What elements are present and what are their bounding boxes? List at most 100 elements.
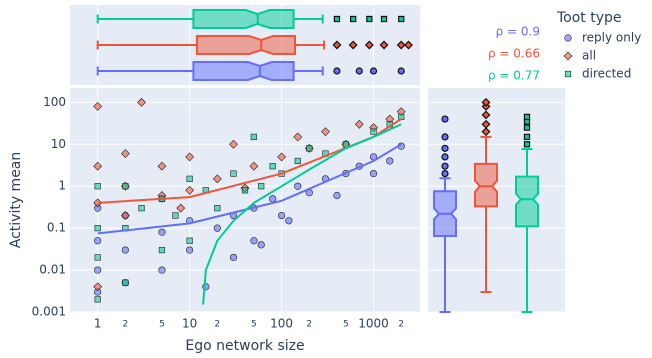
box-outlier [379,40,389,50]
box-outlier [523,113,531,121]
x-tick-label: 100 [270,317,293,331]
trend-line [97,143,402,235]
data-point [186,237,193,244]
data-point [94,296,101,303]
box-outlier [441,162,449,170]
data-point [157,161,167,171]
box-outlier [441,133,449,141]
legend-symbol [563,51,573,61]
box-outlier [369,67,378,75]
box-outlier [441,144,449,152]
data-point [321,127,330,137]
legend-title: Toot type [556,10,622,26]
data-point [122,279,129,286]
data-point [241,187,249,194]
data-point [158,246,166,254]
data-point [172,212,179,219]
data-point [294,182,302,190]
annotation: ρ = 0.77 [488,69,540,83]
data-point [138,205,145,212]
data-point [306,145,313,152]
legend-label: reply only [582,31,641,45]
data-point [94,183,101,190]
legend-symbol [564,34,572,42]
data-point [293,132,303,142]
data-point [94,266,102,274]
box-outlier [396,40,406,50]
y-tick-label: 0.01 [39,263,66,277]
data-point [214,205,221,212]
legend-label: all [582,49,596,63]
y-tick-label: 0.1 [47,221,66,235]
y-tick-label: 0.001 [32,305,66,319]
x-tick-label: 10 [182,317,197,331]
data-point [93,282,103,292]
data-point [229,253,238,262]
data-point [249,161,259,171]
data-point [269,195,277,203]
data-point [120,149,130,159]
legend-label: directed [582,67,631,81]
data-point [94,225,101,232]
x-tick-label: 5 [159,320,165,330]
data-point [398,113,405,121]
data-point [258,183,265,190]
trend-line [97,118,402,204]
data-point [229,139,238,149]
x-tick-label: 5 [251,320,257,330]
box-outlier [441,169,449,178]
data-point [93,101,103,111]
x-tick-label: 2 [214,320,220,330]
x-tick-label: 5 [343,320,349,330]
trend-line [202,123,402,305]
data-point [250,133,258,141]
data-point [186,246,194,254]
box-outlier [349,15,357,23]
data-point [176,203,186,213]
box-outlier [398,15,405,23]
data-point [94,254,101,261]
data-point [294,157,301,165]
y-tick-label: 10 [51,137,66,151]
x-axis-title: Ego network size [185,338,304,354]
box-outlier [523,133,531,141]
data-point [277,211,286,220]
data-point [137,97,146,107]
y-tick-label: 1 [58,179,66,193]
data-point [386,157,394,165]
data-point [94,237,102,245]
data-point [122,183,129,190]
data-point [269,163,276,170]
box-outlier [333,15,341,23]
box-outlier [441,153,449,161]
box-outlier [332,40,342,50]
box [515,175,539,228]
box-outlier [481,119,491,129]
box-outlier [481,127,491,137]
x-tick-label: 2 [306,320,312,330]
box-outlier [481,110,491,120]
data-point [158,266,166,274]
box-outlier [523,141,531,148]
box-outlier [404,40,413,50]
box-outlier [364,40,374,50]
data-point [354,119,364,129]
data-point [120,211,130,220]
data-point [212,174,222,184]
box-outlier [355,67,363,75]
box [192,9,295,29]
box-outlier [441,115,449,123]
x-tick-label: 1000 [358,317,389,331]
box-outlier [366,15,373,23]
data-point [121,246,129,254]
data-point [333,191,341,200]
data-point [250,237,258,245]
data-point [285,217,293,225]
x-tick-label: 2 [398,320,404,330]
y-axis-title: Activity mean [8,152,24,249]
x-tick-label: 2 [122,320,128,330]
data-point [370,128,377,135]
box-outlier [523,124,531,131]
data-point [277,152,287,162]
